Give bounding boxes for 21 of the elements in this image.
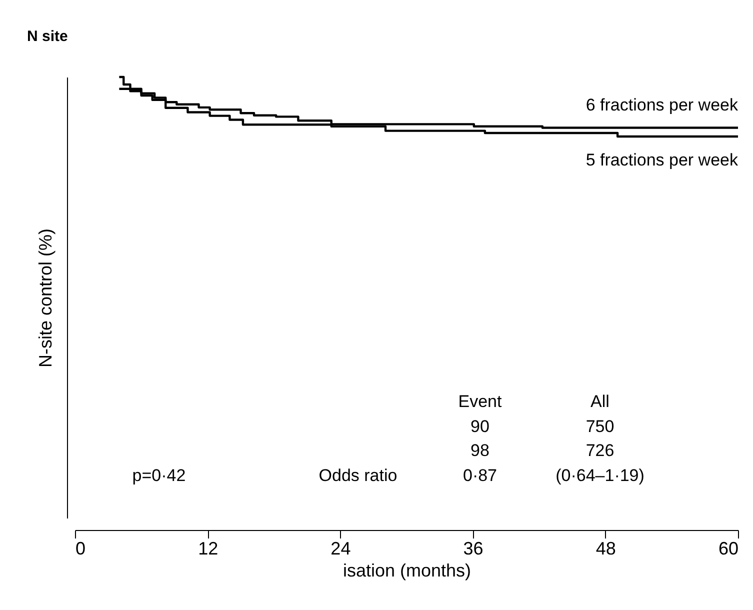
x-axis-title: isation (months) xyxy=(342,560,472,580)
annotation: (0·64–1·19) xyxy=(556,466,644,485)
annotation: 0·87 xyxy=(462,466,498,485)
x-tick-label: 48 xyxy=(596,538,616,558)
annotation: Event xyxy=(458,392,502,411)
x-tick-label: 12 xyxy=(198,538,218,558)
series-label: 6 fractions per week xyxy=(586,96,738,115)
annotation: 726 xyxy=(586,441,614,460)
annotation: Odds ratio xyxy=(318,466,398,485)
y-axis-title: N-site control (%) xyxy=(36,228,56,368)
annotation: p=0·42 xyxy=(132,466,186,485)
x-tick-label: 24 xyxy=(330,538,351,558)
annotation: All xyxy=(590,392,610,411)
x-tick-label: 0 xyxy=(76,538,86,558)
annotation: 750 xyxy=(586,417,614,436)
series-label: 5 fractions per week xyxy=(586,150,738,170)
annotation: 98 xyxy=(470,441,490,460)
chart-title: N site xyxy=(27,28,68,45)
annotation: 90 xyxy=(470,417,490,436)
x-tick-label: 60 xyxy=(718,538,738,558)
x-tick-label: 36 xyxy=(463,538,484,558)
